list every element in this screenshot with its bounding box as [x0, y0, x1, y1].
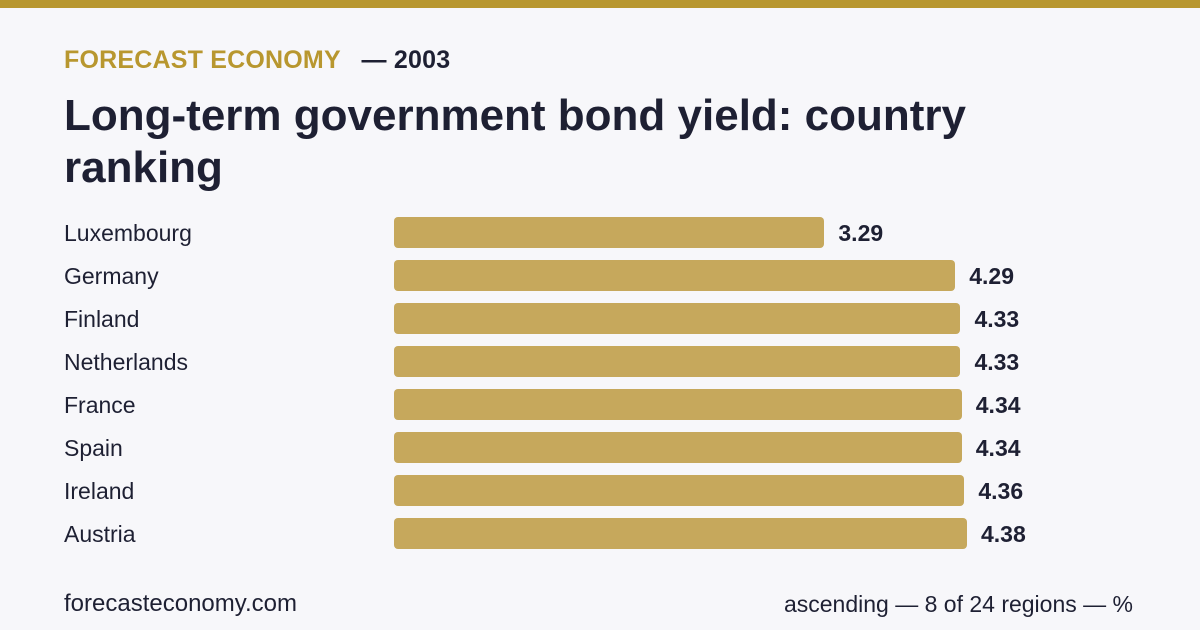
- value-label: 4.36: [978, 478, 1024, 504]
- bar-row: Luxembourg 3.29: [0, 210, 1200, 253]
- site-url[interactable]: forecasteconomy.com: [64, 590, 297, 617]
- bar-row: Spain 4.34: [0, 425, 1200, 468]
- category-label: Ireland: [64, 478, 135, 504]
- footer-note: ascending — 8 of 24 regions — %: [783, 591, 1133, 617]
- bar: [394, 389, 962, 420]
- bar: [394, 432, 962, 463]
- value-label: 4.34: [975, 435, 1021, 461]
- bar: [394, 260, 956, 291]
- chart-title: Long-term government bond yield: country…: [64, 91, 967, 192]
- bar: [394, 217, 825, 248]
- bar: [394, 346, 961, 377]
- bar: [394, 475, 965, 506]
- value-label: 4.33: [974, 306, 1020, 332]
- bar-chart: Luxembourg 3.29 Germany 4.29 Finland 4.33 Neth…: [0, 210, 1200, 560]
- kicker: FORECAST ECONOMY — 2003: [64, 46, 450, 75]
- category-label: Luxembourg: [64, 220, 192, 246]
- category-label: Germany: [64, 263, 159, 289]
- bar-row: Netherlands 4.33: [0, 339, 1200, 382]
- bar-row: Finland 4.33: [0, 296, 1200, 339]
- brand-name: FORECAST ECONOMY: [64, 46, 341, 74]
- bar: [394, 518, 967, 549]
- value-label: 4.38: [981, 521, 1026, 547]
- bar-row: Austria 4.38: [0, 511, 1200, 554]
- value-label: 3.29: [838, 220, 884, 246]
- bar: [394, 303, 961, 334]
- bar-row: Germany 4.29: [0, 253, 1200, 296]
- top-accent-bar: [0, 0, 1200, 8]
- category-label: France: [64, 392, 136, 418]
- bar-row: France 4.34: [0, 382, 1200, 425]
- category-label: Austria: [64, 521, 136, 547]
- category-label: Netherlands: [64, 349, 189, 375]
- year-label: — 2003: [361, 46, 451, 74]
- bar-row: Ireland 4.36: [0, 468, 1200, 511]
- category-label: Spain: [64, 435, 123, 461]
- value-label: 4.34: [975, 392, 1021, 418]
- value-label: 4.33: [974, 349, 1020, 375]
- category-label: Finland: [64, 306, 140, 332]
- value-label: 4.29: [969, 263, 1014, 289]
